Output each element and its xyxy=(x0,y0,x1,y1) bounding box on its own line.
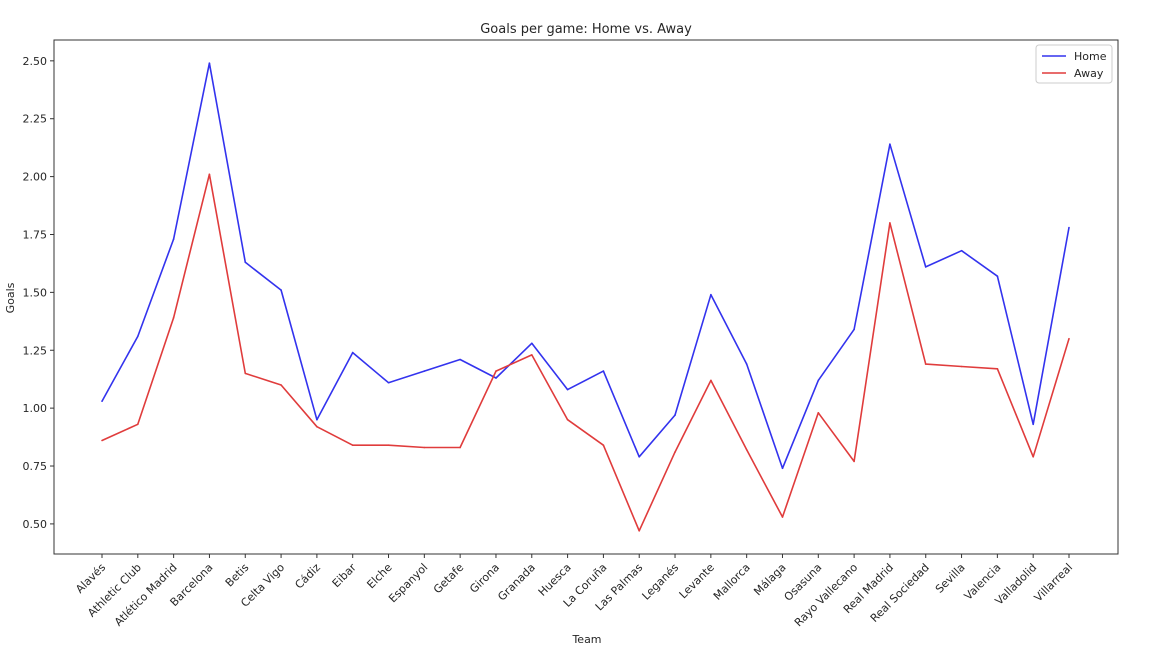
y-axis-label: Goals xyxy=(4,282,17,313)
data-point-home xyxy=(674,414,676,416)
data-point-away xyxy=(423,446,426,449)
chart-title: Goals per game: Home vs. Away xyxy=(480,22,692,37)
data-point-away xyxy=(960,365,963,368)
data-point-home xyxy=(638,456,640,458)
data-point-home xyxy=(387,381,390,384)
x-axis-label: Team xyxy=(571,633,601,643)
data-point-home xyxy=(280,289,282,291)
data-point-home xyxy=(781,467,784,470)
x-tick-label: Leganés xyxy=(640,561,682,603)
data-point-home xyxy=(208,62,211,64)
data-point-away xyxy=(459,446,461,449)
data-point-home xyxy=(996,275,999,278)
data-point-away xyxy=(745,449,748,451)
data-point-away xyxy=(602,444,605,447)
plot-frame xyxy=(53,39,1119,555)
y-tick-label: 2.50 xyxy=(23,55,48,68)
y-tick-label: 0.75 xyxy=(23,460,48,473)
data-point-away xyxy=(889,222,891,224)
data-point-away xyxy=(495,370,497,372)
data-point-away xyxy=(172,317,175,319)
x-tick-label: Mallorca xyxy=(711,561,753,603)
data-point-home xyxy=(459,358,461,361)
data-point-home xyxy=(244,261,247,264)
y-tick-label: 0.50 xyxy=(23,518,48,531)
data-point-away xyxy=(208,173,211,176)
data-point-home xyxy=(1032,423,1034,426)
x-tick-label: Sevilla xyxy=(933,561,968,596)
data-point-home xyxy=(710,293,712,296)
x-tick-label: Espanyol xyxy=(386,561,430,605)
x-tick-label: Rayo Vallecano xyxy=(792,561,861,630)
x-tick-label: Atlético Madrid xyxy=(112,561,180,629)
data-point-home xyxy=(602,370,605,372)
x-tick-label: Alavés xyxy=(73,561,108,596)
data-point-away xyxy=(351,444,354,447)
legend-label-away: Away xyxy=(1074,67,1104,80)
x-tick-label: Getafe xyxy=(431,561,467,597)
data-point-home xyxy=(960,249,963,252)
x-tick-label: Levante xyxy=(677,561,717,601)
series-lines xyxy=(101,62,1070,532)
x-tick-label: Girona xyxy=(467,561,502,596)
data-point-away xyxy=(280,384,282,386)
data-point-home xyxy=(566,388,569,391)
data-point-away xyxy=(137,423,139,426)
y-tick-label: 2.25 xyxy=(23,113,48,126)
data-point-home xyxy=(924,266,927,268)
data-point-home xyxy=(495,377,497,379)
data-point-home xyxy=(853,328,855,331)
data-point-home xyxy=(423,370,426,372)
data-point-away xyxy=(101,439,103,442)
data-point-away xyxy=(638,530,640,532)
data-point-away xyxy=(674,451,676,453)
data-point-away xyxy=(781,516,784,518)
data-point-away xyxy=(316,425,318,428)
y-axis: 0.50 0.75 1.00 1.25 1.50 1.75 2.00 2.25 2.50 xyxy=(23,55,54,531)
data-point-home xyxy=(351,351,354,354)
y-tick-label: 1.75 xyxy=(23,228,48,241)
y-tick-label: 1.25 xyxy=(23,344,48,357)
data-point-home xyxy=(531,342,533,345)
x-tick-label: Betis xyxy=(223,561,252,590)
data-point-away xyxy=(1032,456,1034,458)
data-point-home xyxy=(137,335,139,338)
data-point-away xyxy=(996,368,999,370)
data-point-away xyxy=(853,460,855,463)
legend: Home Away xyxy=(1035,44,1113,84)
y-tick-label: 1.00 xyxy=(23,402,48,415)
data-point-home xyxy=(745,363,748,365)
data-point-home xyxy=(172,238,175,240)
x-tick-label: Elche xyxy=(364,561,394,591)
data-point-away xyxy=(1068,337,1070,340)
data-point-away xyxy=(244,372,247,375)
data-point-away xyxy=(710,379,712,382)
data-point-away xyxy=(531,354,533,356)
series-line-home xyxy=(101,62,1070,470)
data-point-home xyxy=(316,418,318,421)
y-tick-label: 1.50 xyxy=(23,286,48,299)
x-tick-label: Granada xyxy=(495,561,538,604)
data-point-home xyxy=(1068,226,1070,229)
data-point-home xyxy=(101,400,103,403)
x-tick-label: Cádiz xyxy=(292,561,323,592)
data-point-away xyxy=(387,444,390,447)
series-line-away xyxy=(101,173,1070,532)
x-tick-label: Villarreal xyxy=(1032,561,1075,604)
data-point-home xyxy=(817,379,820,382)
legend-label-home: Home xyxy=(1074,50,1107,63)
y-tick-label: 2.00 xyxy=(23,171,48,184)
data-point-home xyxy=(889,143,891,145)
data-point-away xyxy=(566,418,569,421)
x-tick-label: Eibar xyxy=(330,561,360,591)
data-point-away xyxy=(924,363,927,365)
data-point-away xyxy=(817,412,820,414)
